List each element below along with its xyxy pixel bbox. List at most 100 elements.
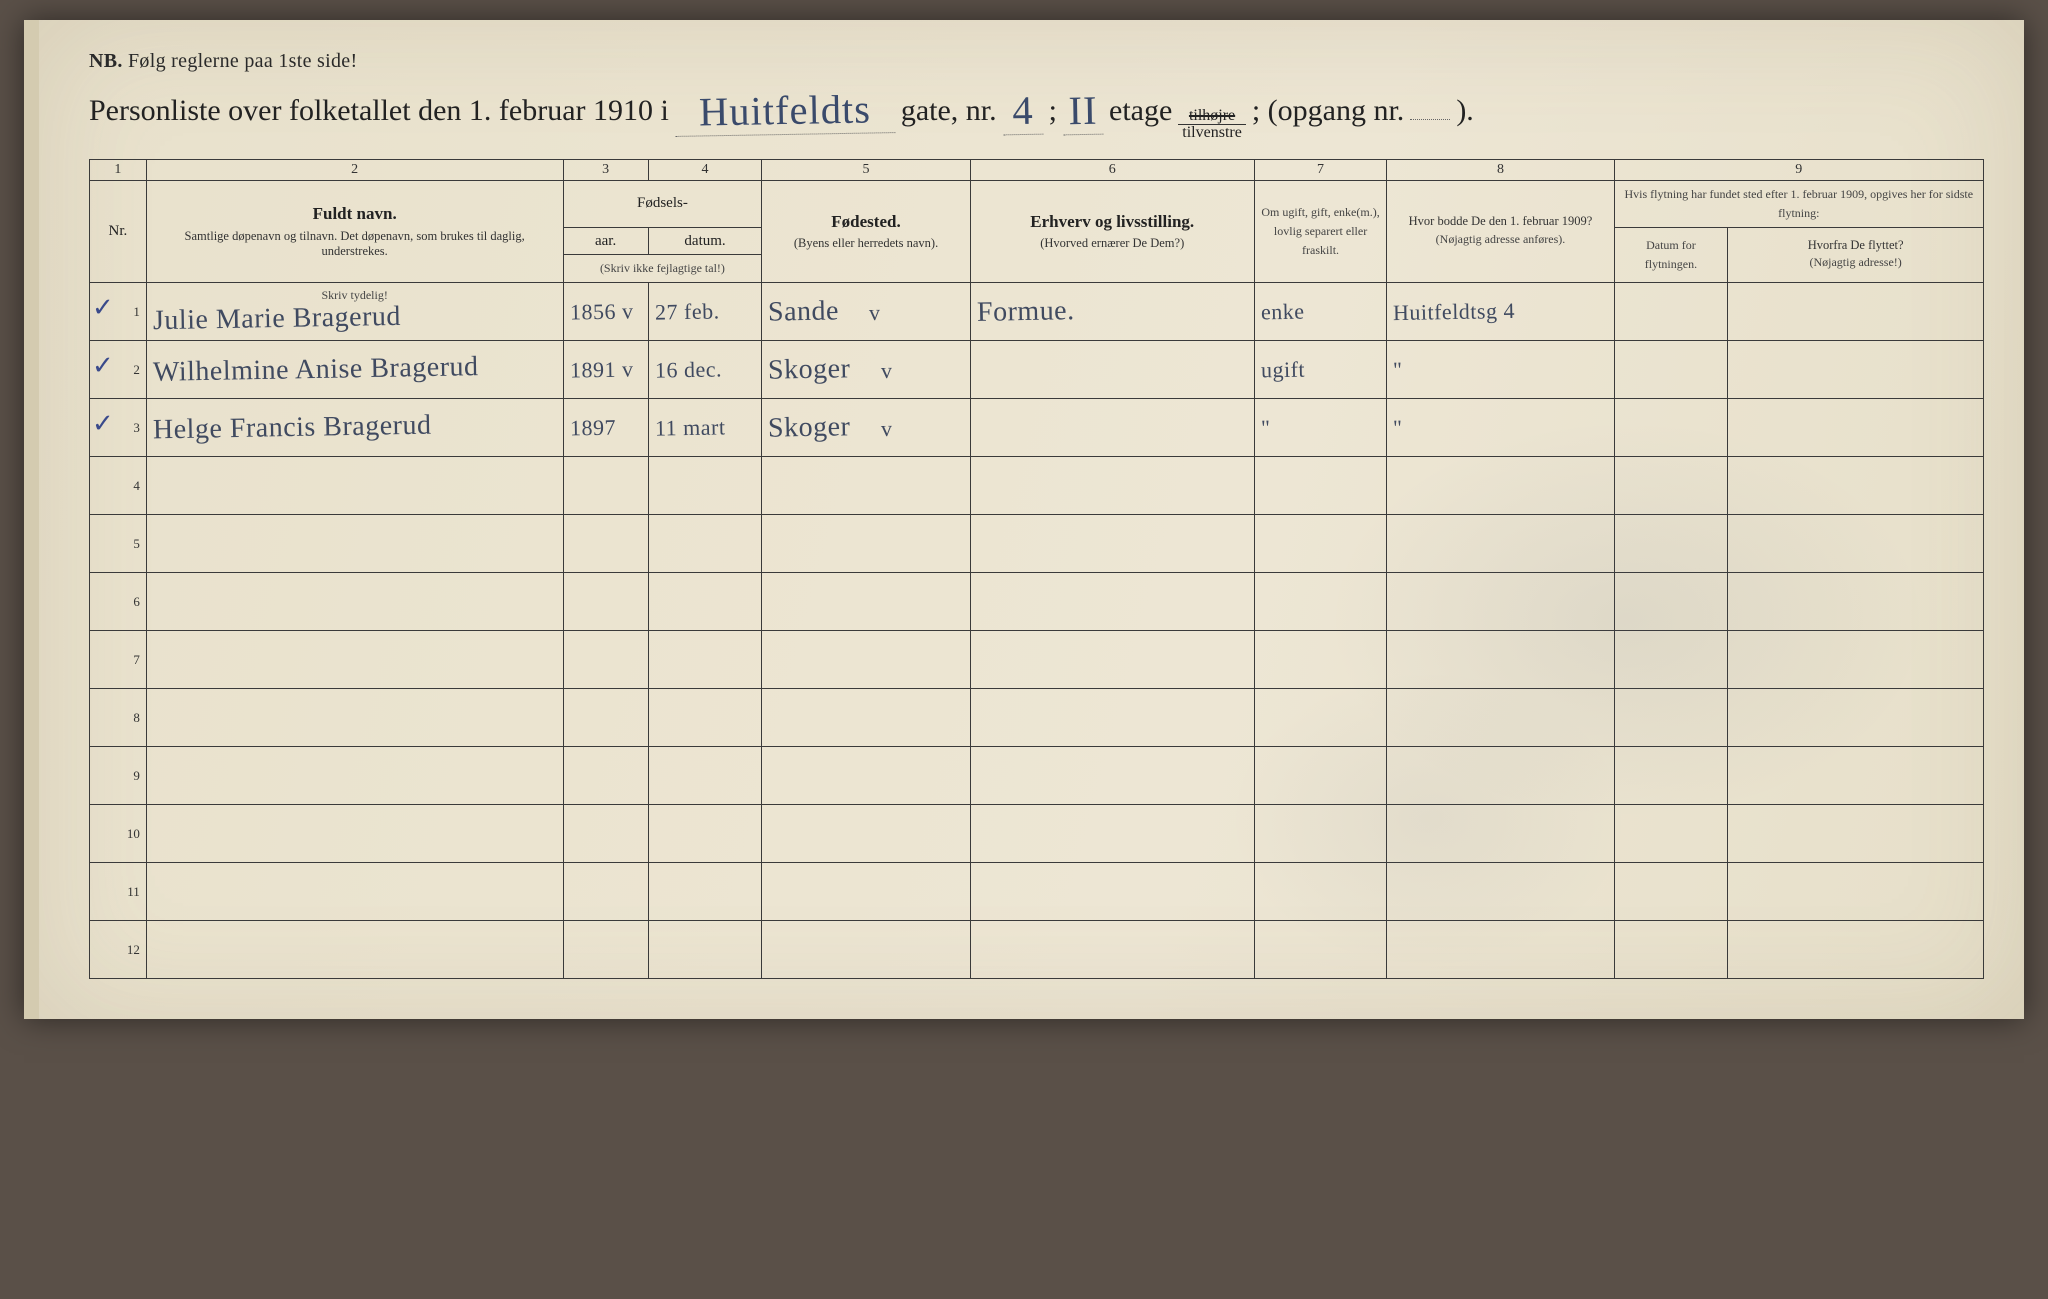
cell-year: 1856 v — [563, 283, 648, 341]
header-datum-flyt-text: Datum for flytningen. — [1645, 238, 1697, 271]
tilhojre: tilhøjre — [1178, 108, 1246, 125]
cell-place — [762, 515, 970, 573]
cell-marital — [1254, 921, 1387, 979]
cell-nr: ✓1 — [90, 283, 147, 341]
entry-year: 1856 v — [569, 298, 633, 325]
cell-date — [648, 515, 762, 573]
colnum: 1 — [90, 160, 147, 181]
cell-occupation-value: Formue. — [976, 295, 1074, 329]
cell-addr1909: " — [1387, 399, 1614, 457]
cell-place — [762, 631, 970, 689]
cell-place — [762, 457, 970, 515]
header-hvorfra-sub: (Nøjagtig adresse!) — [1809, 255, 1901, 269]
cell-flyt-from — [1728, 457, 1984, 515]
cell-nr: ✓3 — [90, 399, 147, 457]
cell-year — [563, 515, 648, 573]
entry-year: 1897 — [569, 414, 615, 441]
cell-year — [563, 921, 648, 979]
entry-name: Julie Marie Bragerud — [153, 301, 401, 337]
cell-addr1909 — [1387, 863, 1614, 921]
census-table: 1 2 3 4 5 6 7 8 9 Nr. Fuldt navn. Samtli… — [89, 159, 1984, 979]
cell-place — [762, 805, 970, 863]
cell-nr: 11 — [90, 863, 147, 921]
cell-marital-value: enke — [1261, 298, 1305, 325]
title-closing: ). — [1456, 94, 1474, 128]
cell-flyt-from — [1728, 341, 1984, 399]
cell-addr1909-value: " — [1393, 414, 1403, 440]
cell-name: Helge Francis Bragerud — [146, 399, 563, 457]
cell-flyt-from — [1728, 573, 1984, 631]
header-row-1: Nr. Fuldt navn. Samtlige døpenavn og til… — [90, 181, 1984, 228]
cell-flyt-date — [1614, 515, 1728, 573]
title-prefix: Personliste over folketallet den 1. febr… — [89, 94, 669, 128]
cell-addr1909 — [1387, 515, 1614, 573]
cell-addr1909 — [1387, 631, 1614, 689]
header-fodsels-sub: (Skriv ikke fejlagtige tal!) — [563, 255, 762, 283]
cell-place — [762, 573, 970, 631]
cell-flyt-from — [1728, 631, 1984, 689]
header-fodested-sub: (Byens eller herredets navn). — [768, 236, 963, 252]
cell-name — [146, 515, 563, 573]
cell-date: 11 mart — [648, 399, 762, 457]
cell-year — [563, 689, 648, 747]
cell-date — [648, 573, 762, 631]
cell-name — [146, 689, 563, 747]
side-fraction: tilhøjre tilvenstre — [1178, 108, 1246, 141]
nb-label: NB. — [89, 50, 123, 72]
cell-year — [563, 631, 648, 689]
cell-place: Sandev — [762, 283, 970, 341]
cell-occupation — [970, 805, 1254, 863]
cell-place — [762, 689, 970, 747]
cell-nr: 6 — [90, 573, 147, 631]
colnum: 9 — [1614, 160, 1983, 181]
cell-place: Skogerv — [762, 399, 970, 457]
header-name: Fuldt navn. Samtlige døpenavn og tilnavn… — [146, 181, 563, 283]
colnum: 5 — [762, 160, 970, 181]
header-hvorfra-main: Hvorfra De flyttet? — [1734, 238, 1977, 254]
cell-flyt-from — [1728, 283, 1984, 341]
cell-place — [762, 747, 970, 805]
check-mark: ✓ — [92, 409, 114, 439]
cell-flyt-date — [1614, 921, 1728, 979]
cell-marital: enke — [1254, 283, 1387, 341]
place-check: v — [880, 415, 892, 441]
header-erhverv: Erhverv og livsstilling. (Hvorved ernære… — [970, 181, 1254, 283]
cell-addr1909-value: Huitfeldtsg 4 — [1393, 297, 1515, 325]
cell-year — [563, 863, 648, 921]
gate-label: gate, nr. — [901, 94, 997, 128]
cell-date — [648, 747, 762, 805]
cell-marital — [1254, 515, 1387, 573]
opgang-label: ; (opgang nr. — [1252, 94, 1404, 128]
cell-occupation — [970, 341, 1254, 399]
header-hvorbodde: Hvor bodde De den 1. februar 1909? (Nøja… — [1387, 181, 1614, 283]
cell-addr1909: Huitfeldtsg 4 — [1387, 283, 1614, 341]
header-flytning: Hvis flytning har fundet sted efter 1. f… — [1614, 181, 1983, 228]
cell-flyt-from — [1728, 805, 1984, 863]
entry-place: Sande — [768, 295, 839, 328]
cell-marital: ugift — [1254, 341, 1387, 399]
street-name: Huitfeldts — [674, 85, 895, 137]
cell-addr1909 — [1387, 805, 1614, 863]
entry-year: 1891 v — [569, 356, 633, 383]
cell-name: Wilhelmine Anise Bragerud — [146, 341, 563, 399]
cell-flyt-from — [1728, 399, 1984, 457]
cell-date — [648, 689, 762, 747]
table-row: 5 — [90, 515, 1984, 573]
cell-year: 1897 — [563, 399, 648, 457]
tilvenstre: tilvenstre — [1178, 125, 1246, 141]
cell-date — [648, 457, 762, 515]
cell-flyt-date — [1614, 747, 1728, 805]
cell-date — [648, 863, 762, 921]
census-page: NB. Følg reglerne paa 1ste side! Personl… — [24, 20, 2024, 1019]
cell-date-value: 16 dec. — [654, 356, 721, 383]
header-fodsels: Fødsels- — [563, 181, 762, 228]
cell-year — [563, 573, 648, 631]
colnum: 4 — [648, 160, 762, 181]
cell-name — [146, 805, 563, 863]
cell-name — [146, 457, 563, 515]
cell-addr1909 — [1387, 921, 1614, 979]
title-line: Personliste over folketallet den 1. febr… — [89, 83, 1984, 141]
semicolon: ; — [1049, 94, 1057, 128]
cell-flyt-date — [1614, 573, 1728, 631]
cell-flyt-from — [1728, 863, 1984, 921]
